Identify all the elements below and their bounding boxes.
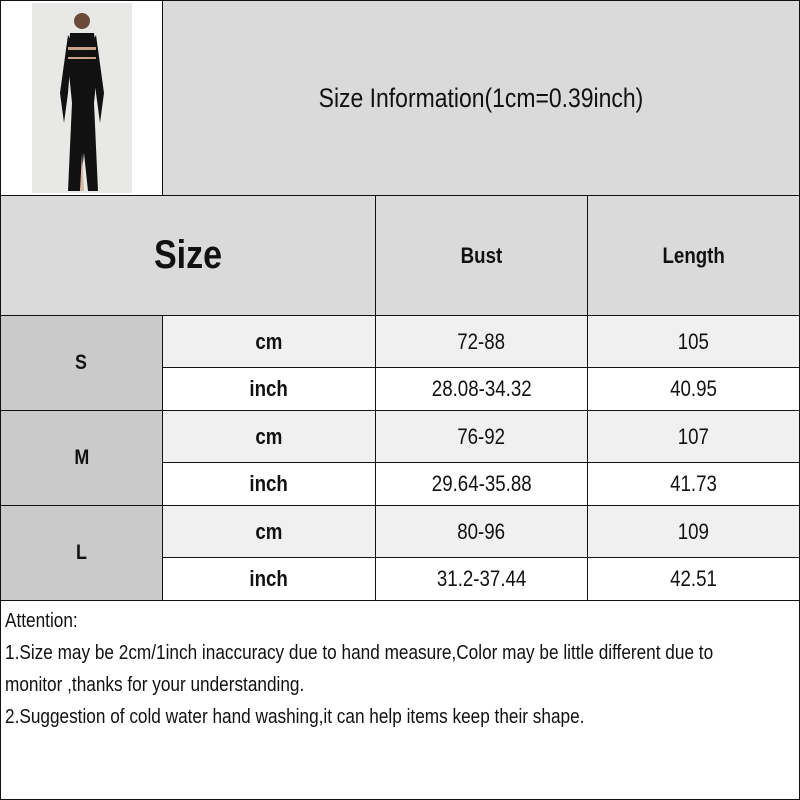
length-value: 109 — [677, 518, 710, 544]
size-label: M — [74, 446, 89, 469]
header-length-label: Length — [662, 242, 725, 268]
unit-label: cm — [255, 518, 283, 544]
bust-value: 72-88 — [457, 328, 506, 354]
header-bust-label: Bust — [460, 242, 503, 268]
unit-cell: cm — [162, 505, 376, 558]
size-cell: L — [0, 505, 163, 601]
length-value: 42.51 — [670, 566, 717, 591]
bust-value: 80-96 — [457, 518, 506, 544]
size-cell: S — [0, 315, 163, 411]
attention-heading: Attention: — [5, 610, 78, 632]
length-cell: 109 — [587, 505, 800, 558]
unit-label: cm — [255, 423, 283, 449]
attention-line-2: 2.Suggestion of cold water hand washing,… — [5, 706, 585, 728]
bust-cell: 28.08-34.32 — [375, 367, 588, 411]
bust-value: 28.08-34.32 — [431, 376, 532, 401]
title-cell: Size Information(1cm=0.39inch) — [162, 0, 800, 196]
bust-cell: 31.2-37.44 — [375, 557, 588, 601]
length-cell: 105 — [587, 315, 800, 368]
length-value: 105 — [677, 328, 710, 354]
unit-label: cm — [255, 328, 283, 354]
size-info-title: Size Information(1cm=0.39inch) — [318, 82, 644, 113]
header-size: Size — [0, 195, 376, 316]
unit-cell: inch — [162, 462, 376, 506]
bust-cell: 80-96 — [375, 505, 588, 558]
bust-cell: 29.64-35.88 — [375, 462, 588, 506]
unit-label: inch — [249, 471, 289, 496]
header-size-label: Size — [153, 233, 223, 277]
product-image-cell — [0, 0, 163, 196]
unit-label: inch — [249, 566, 289, 591]
length-value: 40.95 — [670, 376, 717, 401]
product-photo — [31, 3, 132, 193]
size-label: L — [76, 541, 87, 564]
attention-line-1b: monitor ,thanks for your understanding. — [5, 674, 305, 696]
length-value: 107 — [677, 423, 710, 449]
attention-line-1a: 1.Size may be 2cm/1inch inaccuracy due t… — [5, 642, 714, 664]
unit-cell: inch — [162, 557, 376, 601]
length-cell: 41.73 — [587, 462, 800, 506]
length-cell: 40.95 — [587, 367, 800, 411]
bust-cell: 72-88 — [375, 315, 588, 368]
unit-label: inch — [249, 376, 289, 401]
header-length: Length — [587, 195, 800, 316]
length-cell: 107 — [587, 410, 800, 463]
bust-cell: 76-92 — [375, 410, 588, 463]
bust-value: 31.2-37.44 — [436, 566, 527, 591]
unit-cell: inch — [162, 367, 376, 411]
header-bust: Bust — [375, 195, 588, 316]
length-cell: 42.51 — [587, 557, 800, 601]
bust-value: 29.64-35.88 — [431, 471, 532, 496]
unit-cell: cm — [162, 315, 376, 368]
attention-notes: Attention: 1.Size may be 2cm/1inch inacc… — [0, 600, 800, 800]
length-value: 41.73 — [670, 471, 717, 496]
unit-cell: cm — [162, 410, 376, 463]
size-label: S — [75, 351, 88, 374]
size-cell: M — [0, 410, 163, 506]
bust-value: 76-92 — [457, 423, 506, 449]
